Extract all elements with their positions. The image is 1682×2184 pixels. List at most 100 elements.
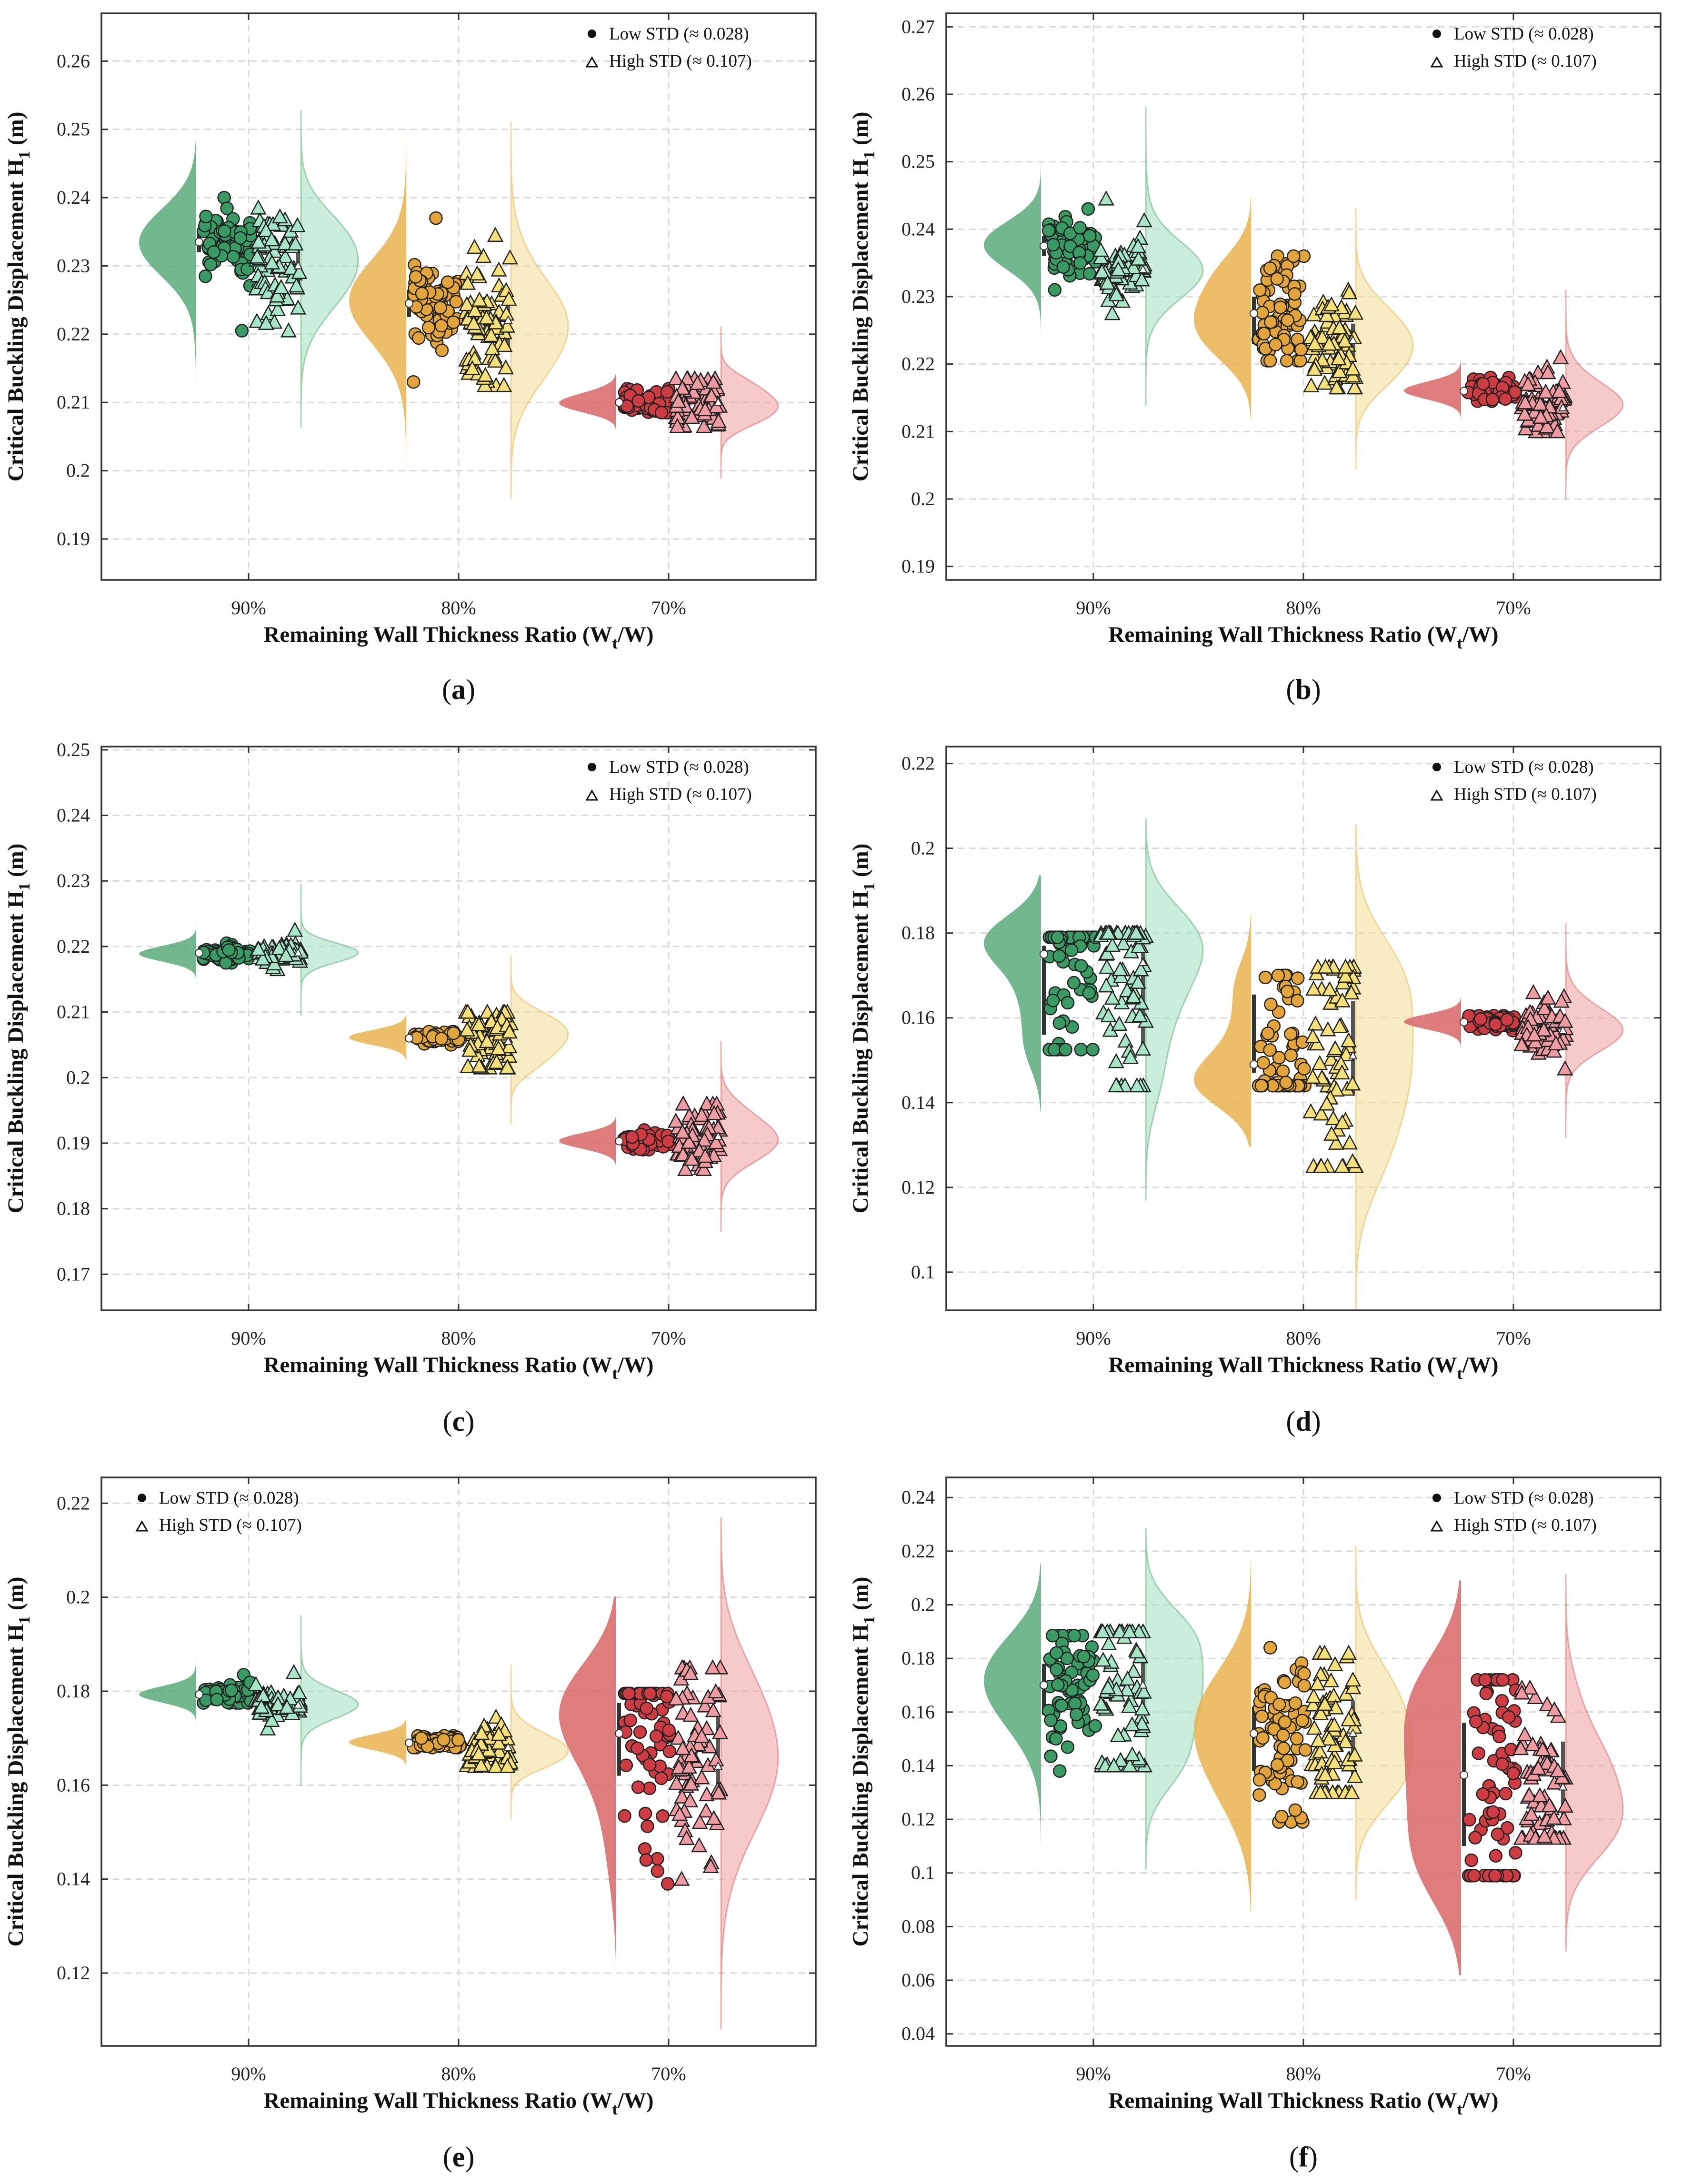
x-axis-title-suffix: /W) (617, 2088, 654, 2113)
violin-low-90% (139, 1650, 196, 1727)
point-high (490, 1040, 507, 1056)
point-high (473, 1756, 490, 1772)
y-tick-label: 0.18 (901, 1647, 935, 1669)
x-axis-title-prefix: Remaining Wall Thickness Ratio (W (263, 2088, 612, 2113)
point-low (1279, 1076, 1293, 1089)
point-high (674, 379, 691, 395)
violin-low-80% (349, 1014, 406, 1062)
median-high (293, 947, 303, 957)
point-high (249, 249, 266, 264)
point-high (1125, 1663, 1142, 1678)
point-high (1312, 1743, 1329, 1759)
y-tick-label: 0.18 (57, 1198, 90, 1219)
point-high (1136, 212, 1152, 228)
point-high (706, 1105, 722, 1120)
point-high (668, 1775, 685, 1790)
point-high (471, 1016, 487, 1031)
legend-triangle-icon (1430, 789, 1443, 801)
point-high (669, 418, 686, 433)
plot-frame (945, 746, 1662, 1311)
x-tick-label: 80% (441, 2063, 476, 2084)
panel-label-close: ) (1308, 2141, 1318, 2173)
violin-low-70% (1404, 355, 1461, 423)
legend-low: Low STD (≈ 0.028) (1454, 24, 1594, 44)
point-low (411, 331, 426, 345)
x-tick-label: 70% (651, 2063, 686, 2084)
point-high (1121, 1697, 1138, 1713)
x-axis-title: Remaining Wall Thickness Ratio (Wt/W) (1108, 1353, 1498, 1383)
point-low (1064, 943, 1079, 957)
point-high (478, 309, 495, 325)
point-high (1550, 1762, 1566, 1777)
point-high (1344, 1153, 1361, 1168)
point-low (643, 1686, 657, 1701)
point-low (625, 1130, 639, 1144)
x-tick-label: 90% (1076, 597, 1111, 618)
y-tick-label: 0.22 (57, 936, 90, 957)
point-high (1309, 1035, 1325, 1051)
point-high (708, 1134, 724, 1149)
point-high (682, 1706, 699, 1722)
point-high (710, 1784, 727, 1800)
point-high (1321, 1730, 1338, 1746)
point-high (1307, 1015, 1324, 1031)
point-high (1314, 329, 1331, 344)
panel-label-letter: a (451, 674, 466, 705)
point-high (1317, 1766, 1333, 1782)
y-tick-label: 0.2 (911, 1594, 935, 1616)
point-high (483, 327, 500, 342)
point-high (277, 235, 293, 250)
point-high (1513, 1036, 1530, 1051)
point-high (487, 227, 504, 242)
point-high (491, 1725, 507, 1741)
point-high (250, 233, 267, 249)
point-high (1313, 1157, 1330, 1173)
legend-circle-icon (138, 1494, 146, 1502)
violin-high-70% (720, 1517, 779, 2030)
point-high (691, 1814, 708, 1829)
point-high (1328, 1135, 1345, 1150)
panel-label-letter: e (452, 2141, 465, 2173)
point-low (1284, 1027, 1298, 1041)
x-tick-label: 80% (1286, 2063, 1321, 2084)
point-high (1343, 984, 1360, 1000)
point-high (1320, 1021, 1336, 1037)
point-high (269, 287, 286, 303)
violin-high-70% (720, 1042, 779, 1231)
panel-label: (e) (443, 2141, 475, 2173)
point-low (1044, 1749, 1058, 1763)
point-high (1095, 1651, 1111, 1667)
point-low (651, 1852, 664, 1866)
point-high (671, 1759, 687, 1775)
median-high (1558, 1025, 1568, 1034)
point-low (638, 1842, 652, 1856)
point-low (1061, 996, 1075, 1010)
point-high (1331, 319, 1348, 335)
point-high (1340, 1645, 1357, 1660)
point-high (1312, 1055, 1328, 1070)
plot-frame (945, 12, 1662, 581)
point-high (699, 1095, 715, 1111)
point-high (471, 291, 488, 307)
point-high (668, 1112, 684, 1128)
point-high (1540, 989, 1556, 1005)
point-low (1464, 1853, 1478, 1867)
point-high (1108, 1053, 1124, 1068)
point-low (1263, 1043, 1277, 1057)
point-low (1486, 1805, 1500, 1819)
violin-low-80% (349, 1719, 406, 1765)
y-tick-label: 0.22 (901, 353, 935, 375)
point-low (1060, 1651, 1074, 1665)
point-high (1093, 263, 1110, 279)
point-high (255, 1687, 271, 1703)
point-high (1098, 190, 1114, 206)
point-low (1049, 1732, 1063, 1746)
point-high (1130, 250, 1147, 266)
point-high (670, 393, 687, 408)
point-low (1489, 1017, 1502, 1031)
point-high (1551, 383, 1568, 398)
point-high (487, 352, 504, 368)
point-low (1042, 224, 1056, 238)
y-axis-title: Critical Buckling Displacement H1 (m) (848, 112, 878, 482)
y-tick-label: 0.1 (911, 1862, 935, 1884)
